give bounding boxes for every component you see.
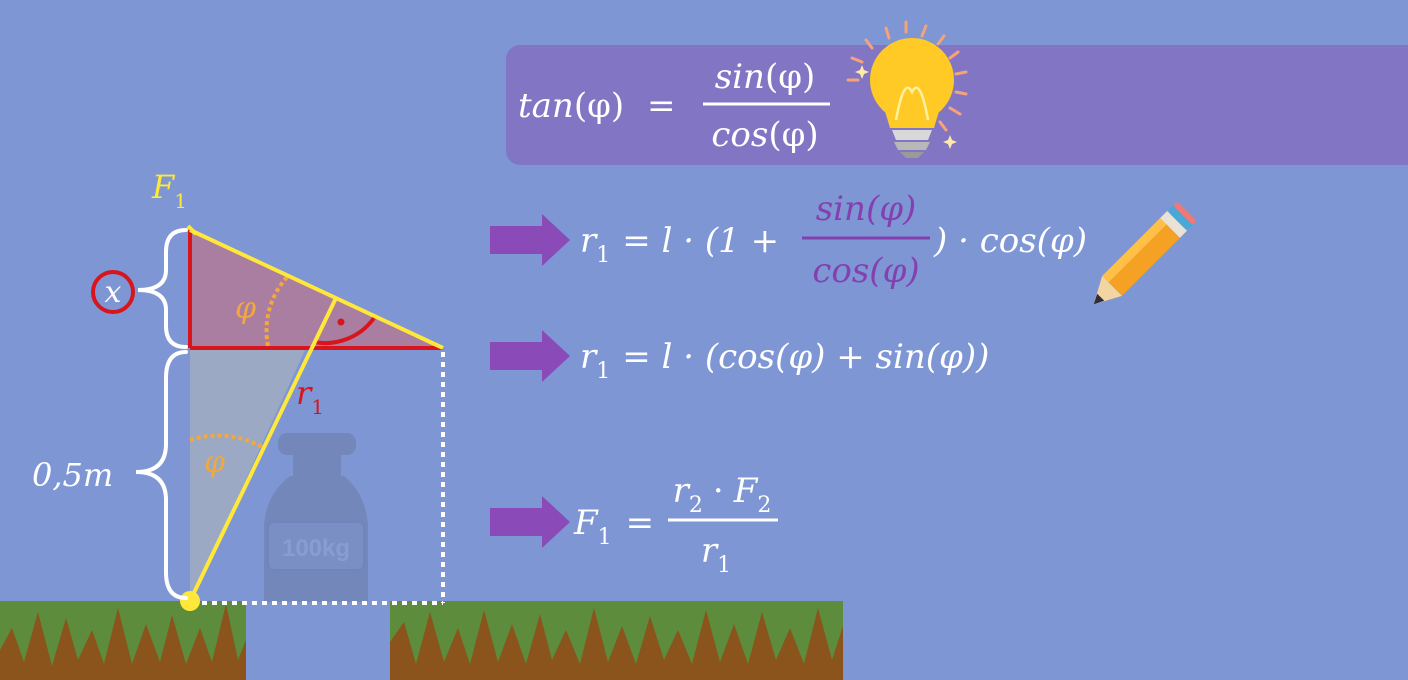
eq3-lhs-sub: 1 [598, 525, 612, 550]
brace-icon [137, 228, 188, 349]
banner-tan-arg: (φ) [574, 86, 624, 126]
banner-equals: = [647, 86, 676, 126]
svg-text:F1=: F1 = [573, 503, 654, 550]
eq3-num-b-sub: 2 [757, 493, 771, 518]
arrow-right-icon [490, 214, 570, 266]
formula-banner [506, 45, 1408, 165]
eq1-frac-den: cos(φ) [812, 251, 919, 291]
eq2-lhs-sub: 1 [596, 359, 610, 384]
banner-sin-arg: (φ) [765, 57, 815, 97]
weight-100kg: 100kg [264, 433, 368, 602]
angle-arc-bottom [189, 433, 266, 450]
svg-text:cos(φ): cos(φ) [711, 115, 818, 155]
right-angle-marker [313, 316, 376, 346]
eq1-lhs: r [580, 221, 598, 261]
eq2-lhs: r [580, 337, 598, 377]
eq3-den: r [701, 531, 719, 571]
svg-text:r1: r1 [296, 374, 324, 419]
equation-2: r1 = l · (cos(φ) + sin(φ)) [580, 337, 989, 384]
equation-3: F1 = r2 · F2 r1 [573, 471, 778, 578]
banner-cos: cos [711, 115, 768, 155]
radius-label: r [296, 374, 313, 412]
eq3-num-dot: · [713, 471, 724, 511]
eq1-pre: = l · (1 + [622, 221, 779, 261]
weight-label: 100kg [282, 535, 350, 562]
force-label: F [151, 168, 176, 206]
equation-1: r1 = l · (1 + sin(φ) cos(φ) ) · cos(φ) [580, 189, 1087, 291]
pivot-point-icon [180, 591, 200, 611]
brace-height [135, 350, 188, 600]
eq3-num-a: r [673, 471, 691, 511]
ground-right [390, 601, 843, 680]
eq1-frac-num: sin(φ) [816, 189, 917, 229]
force-sub: 1 [174, 189, 187, 213]
eq3-lhs: F [573, 503, 599, 543]
eq1-post: ) · cos(φ) [933, 221, 1087, 261]
right-angle-dot [337, 318, 345, 326]
banner-cos-arg: (φ) [768, 115, 818, 155]
angle-arc-top [264, 274, 290, 347]
eq3-eq: = [626, 503, 655, 543]
force-tick [186, 224, 198, 236]
x-label: x [105, 275, 122, 310]
banner-tan: tan [518, 86, 574, 126]
eq3-num-a-sub: 2 [689, 493, 703, 518]
svg-text:r1= l · (1 +: r1 = l · (1 + [580, 221, 779, 268]
ground-left [0, 601, 246, 680]
angle-label-bottom: φ [204, 445, 225, 480]
eq3-den-sub: 1 [717, 553, 731, 578]
angle-label-top: φ [235, 291, 256, 326]
arrow-right-icon [490, 496, 570, 548]
hypotenuse-yellow [189, 228, 444, 350]
banner-formula: tan(φ) = sin(φ) cos(φ) [518, 57, 830, 155]
pencil-icon [1093, 202, 1196, 305]
eq3-num-b: F [733, 471, 759, 511]
radius-sub: 1 [311, 395, 324, 419]
svg-text:r2·F2: r2 · F2 [673, 471, 772, 518]
eq2-rhs: = l · (cos(φ) + sin(φ)) [622, 337, 989, 377]
eq1-lhs-sub: 1 [596, 243, 610, 268]
height-label: 0,5m [32, 456, 113, 494]
light-bulb-icon [846, 20, 968, 158]
svg-text:r1= l · (cos(φ) + sin(φ)): r1 = l · (cos(φ) + sin(φ)) [580, 337, 989, 384]
svg-text:tan(φ) =: tan(φ) = [518, 86, 676, 126]
banner-sin: sin [715, 57, 765, 97]
arrow-right-icon [490, 330, 570, 382]
x-circle [91, 270, 135, 314]
perpendicular-yellow [188, 297, 338, 602]
svg-text:sin(φ): sin(φ) [715, 57, 816, 97]
svg-text:F1: F1 [151, 168, 187, 213]
svg-text:r1: r1 [701, 531, 731, 578]
